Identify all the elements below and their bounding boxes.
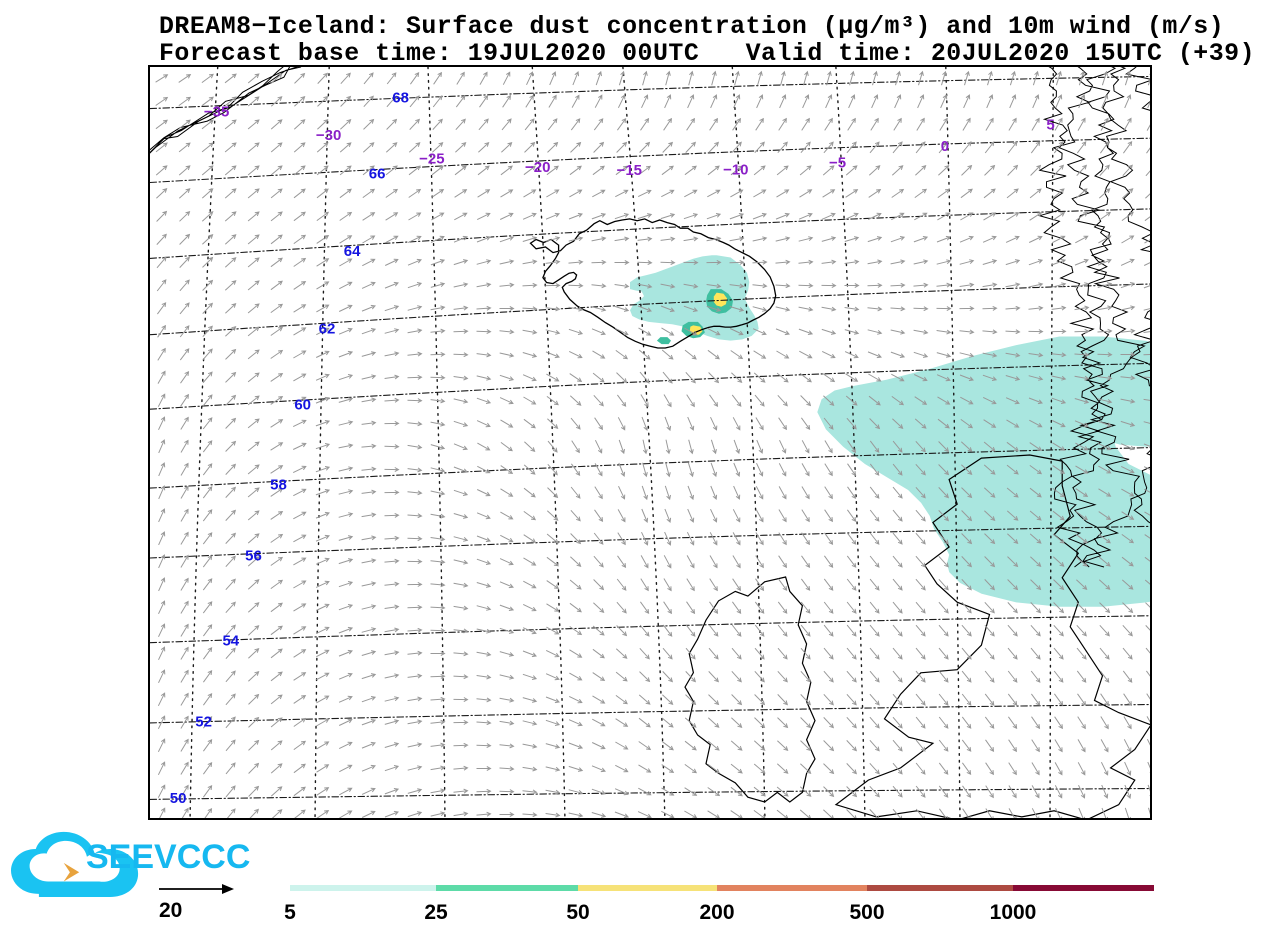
svg-text:−25: −25 (419, 150, 444, 167)
svg-text:60: 60 (294, 396, 311, 413)
svg-text:−35: −35 (204, 103, 229, 120)
svg-text:−15: −15 (617, 162, 642, 179)
svg-text:68: 68 (392, 89, 409, 106)
svg-text:62: 62 (319, 320, 336, 337)
svg-text:−20: −20 (525, 159, 550, 176)
svg-text:500: 500 (849, 901, 884, 924)
svg-text:64: 64 (344, 243, 361, 260)
svg-text:58: 58 (270, 476, 287, 493)
svg-text:56: 56 (245, 547, 262, 564)
svg-text:0: 0 (941, 138, 949, 155)
svg-text:5: 5 (284, 901, 296, 924)
svg-text:−5: −5 (829, 154, 846, 171)
svg-text:50: 50 (566, 901, 589, 924)
svg-text:25: 25 (424, 901, 448, 924)
svg-text:5: 5 (1046, 117, 1054, 134)
svg-text:52: 52 (195, 713, 212, 730)
svg-text:1000: 1000 (990, 901, 1037, 924)
svg-text:SEEVCCC: SEEVCCC (86, 838, 250, 876)
svg-text:−10: −10 (723, 161, 748, 178)
svg-text:50: 50 (170, 790, 187, 807)
svg-text:200: 200 (699, 901, 734, 924)
svg-text:66: 66 (369, 165, 386, 182)
svg-text:54: 54 (222, 633, 239, 650)
svg-text:−30: −30 (316, 127, 341, 144)
svg-text:20: 20 (159, 899, 182, 922)
